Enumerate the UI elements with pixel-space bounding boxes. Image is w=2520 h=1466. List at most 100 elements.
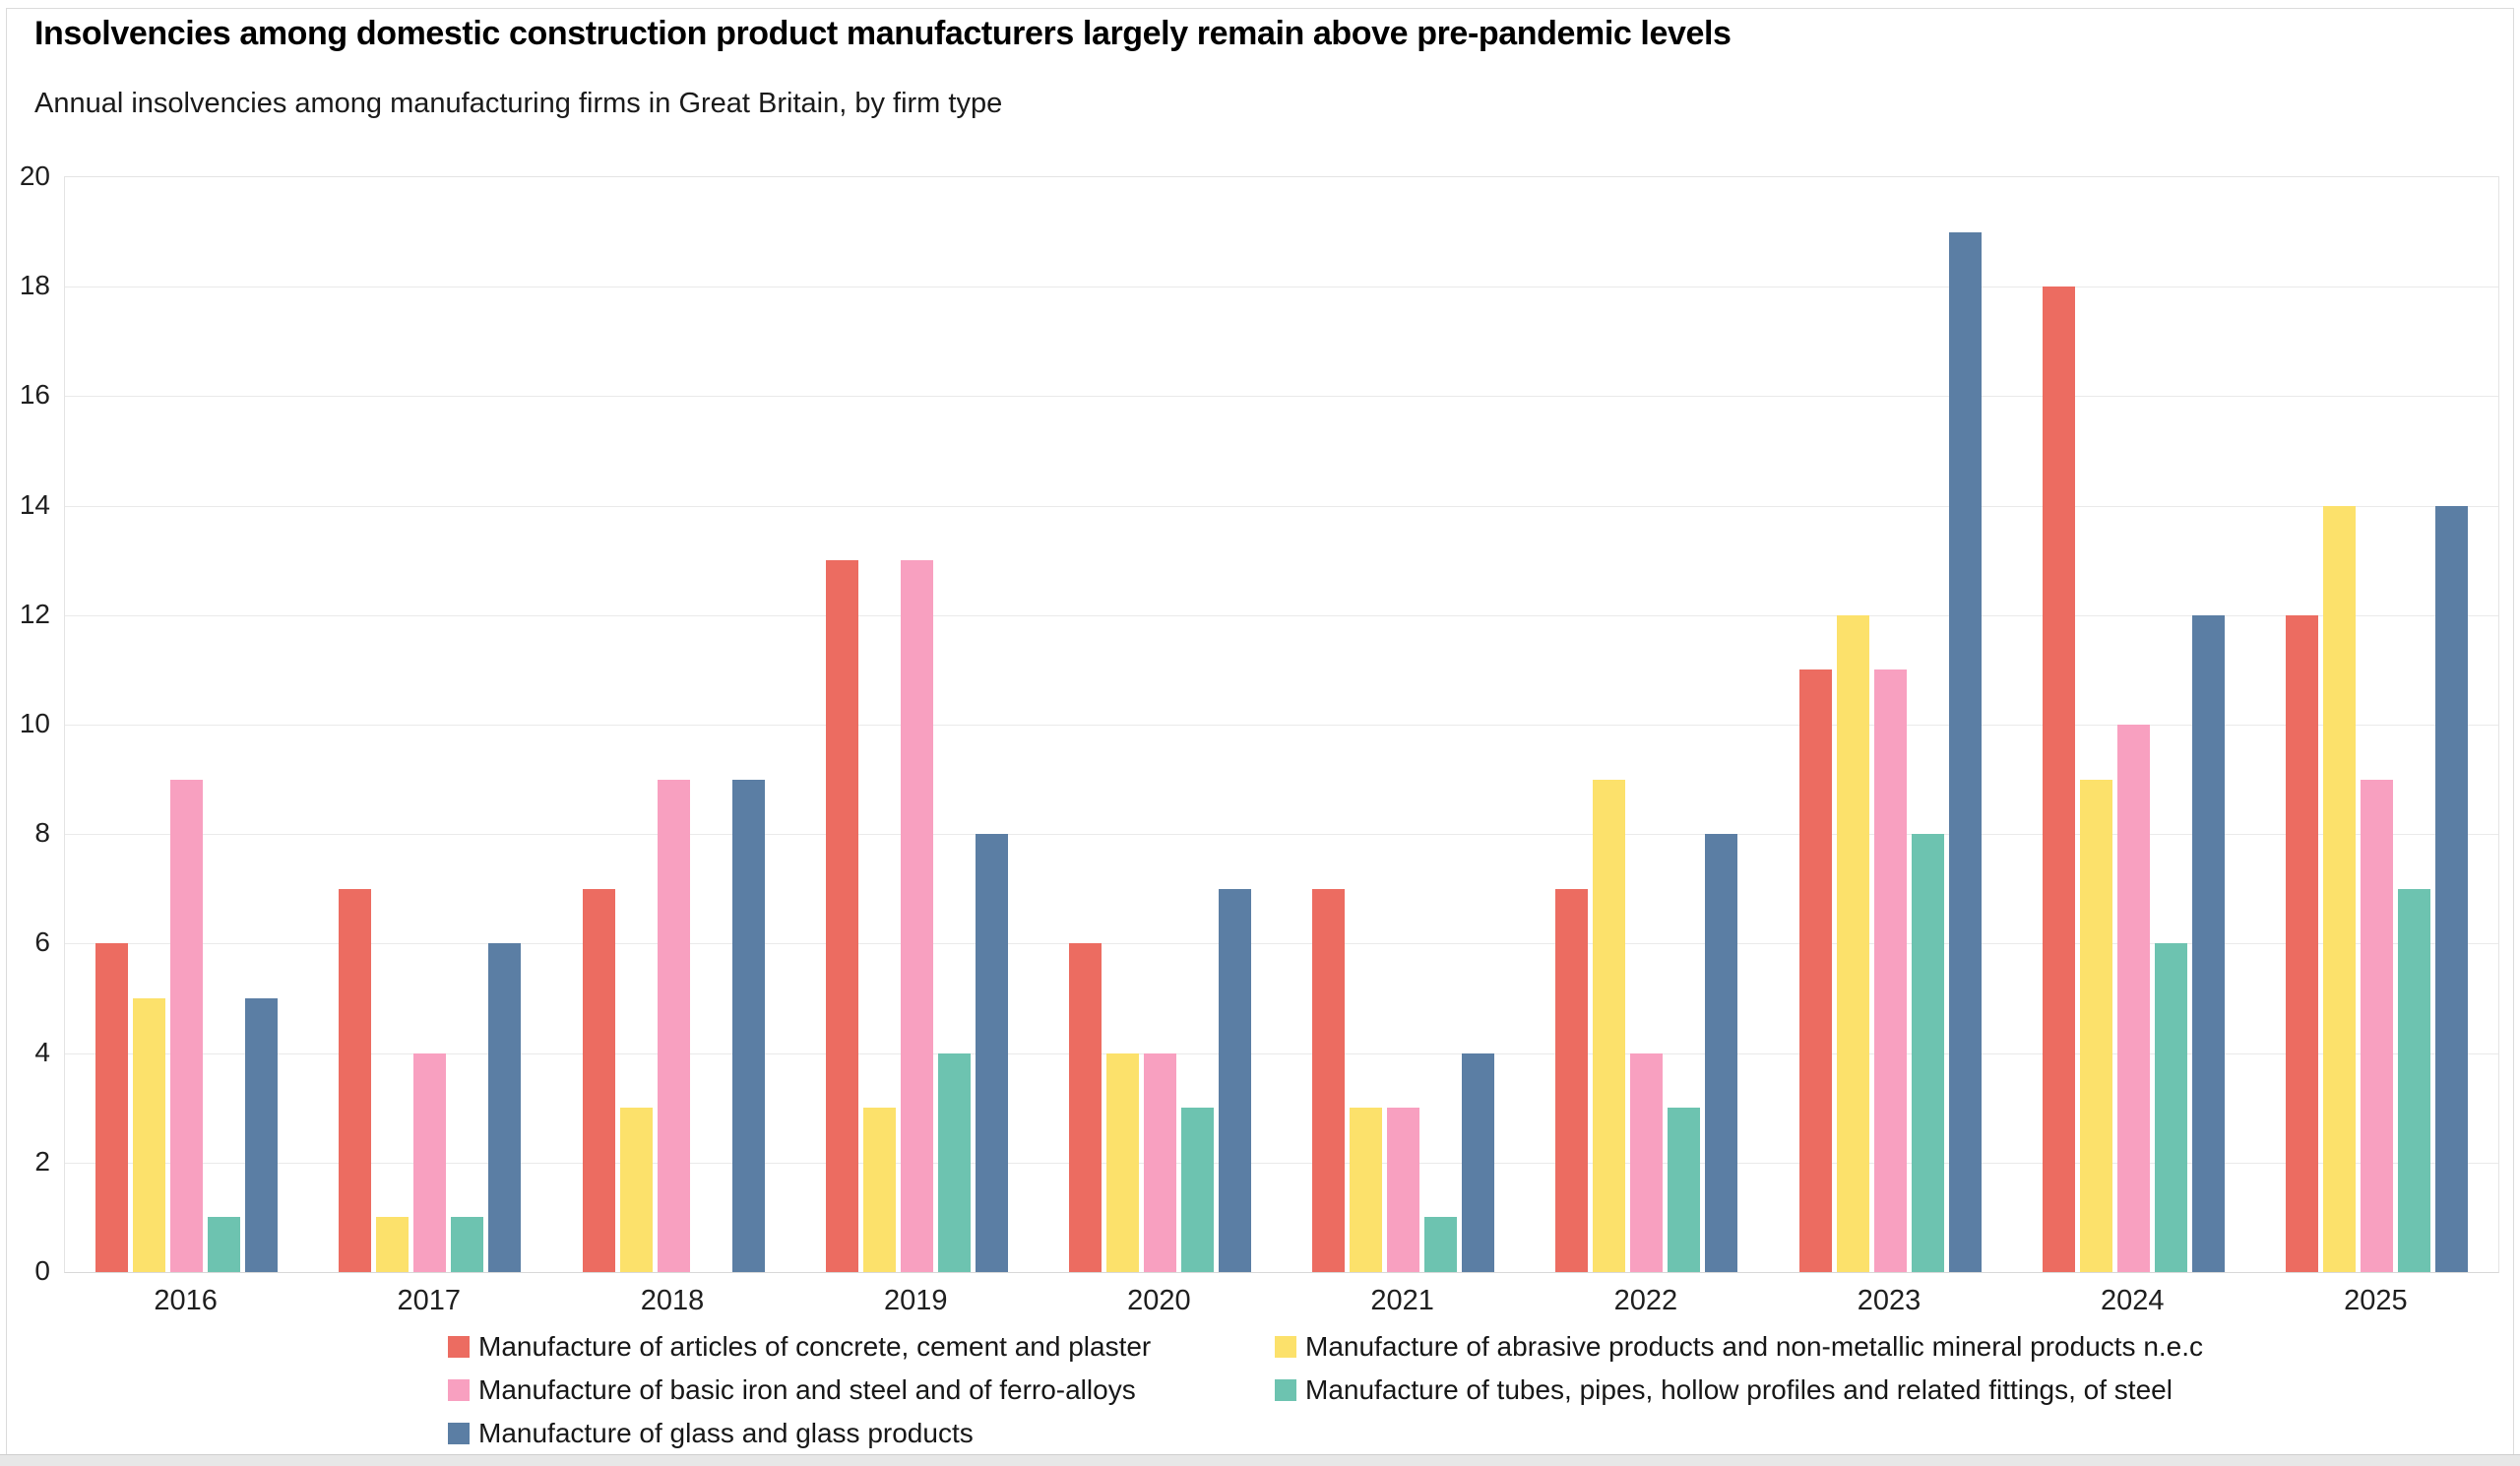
bar-2024-concrete-cement-plaster — [2042, 287, 2075, 1272]
y-tick-label-2: 2 — [34, 1145, 50, 1177]
x-axis: 2016 2017 2018 2019 2020 2021 2022 2023 2024 2025 — [64, 1285, 2497, 1317]
gridline-4 — [65, 1052, 2498, 1054]
bottom-scrollbar-track — [0, 1454, 2520, 1466]
bar-2024-tubes-pipes-fittings — [2154, 943, 2187, 1272]
bar-2020-tubes-pipes-fittings — [1180, 1108, 1214, 1272]
x-tick-label-2021: 2021 — [1370, 1285, 1434, 1316]
bar-2021-abrasive-non-metallic — [1350, 1108, 1383, 1272]
bar-group-2025 — [2255, 177, 2498, 1272]
y-tick-label-14: 14 — [19, 488, 50, 520]
bar-2016-basic-iron-steel — [170, 779, 204, 1272]
gridline-8 — [65, 834, 2498, 836]
plot-area — [64, 176, 2499, 1273]
x-tick-label-2022: 2022 — [1613, 1285, 1678, 1316]
x-tick-label-2024: 2024 — [2100, 1285, 2165, 1316]
bar-2018-basic-iron-steel — [657, 779, 690, 1272]
y-tick-label-10: 10 — [19, 708, 50, 738]
bar-2023-basic-iron-steel — [1873, 669, 1907, 1272]
legend-label-tubes-pipes-fittings: Manufacture of tubes, pipes, hollow prof… — [1305, 1374, 2173, 1405]
bar-group-2021 — [1282, 177, 1525, 1272]
bar-2023-abrasive-non-metallic — [1836, 614, 1869, 1272]
gridline-6 — [65, 943, 2498, 945]
legend-item-basic-iron-steel: Manufacture of basic iron and steel and … — [448, 1374, 1275, 1405]
bar-group-2018 — [551, 177, 794, 1272]
x-tick-label-2023: 2023 — [1857, 1285, 1922, 1316]
bar-2018-abrasive-non-metallic — [619, 1108, 653, 1272]
x-tick-label-2020: 2020 — [1127, 1285, 1191, 1316]
gridline-2 — [65, 1162, 2498, 1164]
legend-label-basic-iron-steel: Manufacture of basic iron and steel and … — [478, 1374, 1136, 1405]
bar-group-2023 — [1768, 177, 2011, 1272]
bar-2020-glass-products — [1218, 888, 1251, 1272]
bar-2019-abrasive-non-metallic — [862, 1108, 896, 1272]
bar-2017-glass-products — [488, 943, 522, 1272]
bar-2019-basic-iron-steel — [900, 560, 933, 1272]
x-tick-label-2016: 2016 — [154, 1285, 218, 1316]
gridline-10 — [65, 725, 2498, 726]
bar-groups — [65, 177, 2498, 1272]
bar-2025-concrete-cement-plaster — [2285, 614, 2318, 1272]
bar-2016-tubes-pipes-fittings — [208, 1217, 241, 1272]
legend-swatch-glass-products — [448, 1423, 470, 1444]
y-tick-label-4: 4 — [34, 1036, 50, 1067]
bar-group-2020 — [1039, 177, 1282, 1272]
y-tick-label-18: 18 — [19, 270, 50, 301]
bar-2022-tubes-pipes-fittings — [1668, 1108, 1701, 1272]
bar-2022-concrete-cement-plaster — [1555, 888, 1589, 1272]
bar-group-2016 — [65, 177, 308, 1272]
y-axis: 0 2 4 6 8 10 12 14 16 18 20 — [7, 160, 56, 1286]
bar-2017-basic-iron-steel — [413, 1052, 447, 1272]
gridline-16 — [65, 396, 2498, 398]
legend-swatch-abrasive-non-metallic — [1275, 1336, 1296, 1358]
legend-label-concrete-cement-plaster: Manufacture of articles of concrete, cem… — [478, 1331, 1152, 1362]
bar-2021-concrete-cement-plaster — [1312, 888, 1346, 1272]
bar-2025-glass-products — [2434, 505, 2468, 1272]
bar-2019-tubes-pipes-fittings — [937, 1052, 971, 1272]
y-tick-label-8: 8 — [34, 817, 50, 849]
bar-2024-basic-iron-steel — [2116, 725, 2150, 1272]
legend-swatch-basic-iron-steel — [448, 1379, 470, 1401]
y-tick-label-6: 6 — [34, 926, 50, 958]
bar-group-2017 — [308, 177, 551, 1272]
bar-2016-glass-products — [245, 998, 279, 1272]
bar-2023-concrete-cement-plaster — [1798, 669, 1832, 1272]
y-tick-label-0: 0 — [34, 1255, 50, 1286]
bar-2018-concrete-cement-plaster — [582, 888, 615, 1272]
bar-2017-concrete-cement-plaster — [339, 888, 372, 1272]
bar-group-2024 — [2012, 177, 2255, 1272]
bar-2020-abrasive-non-metallic — [1105, 1052, 1139, 1272]
bar-2025-basic-iron-steel — [2360, 779, 2393, 1272]
legend: Manufacture of articles of concrete, cem… — [448, 1331, 2204, 1448]
bar-2016-abrasive-non-metallic — [133, 998, 166, 1272]
legend-item-tubes-pipes-fittings: Manufacture of tubes, pipes, hollow prof… — [1275, 1374, 2203, 1405]
bar-2025-tubes-pipes-fittings — [2397, 888, 2430, 1272]
bar-2022-glass-products — [1705, 834, 1738, 1272]
bar-2022-abrasive-non-metallic — [1593, 779, 1626, 1272]
bar-2023-tubes-pipes-fittings — [1911, 834, 1944, 1272]
legend-item-concrete-cement-plaster: Manufacture of articles of concrete, cem… — [448, 1331, 1275, 1362]
y-tick-label-12: 12 — [19, 598, 50, 629]
bar-2024-glass-products — [2191, 614, 2225, 1272]
bar-2025-abrasive-non-metallic — [2322, 505, 2356, 1272]
bar-2020-concrete-cement-plaster — [1068, 943, 1102, 1272]
gridline-12 — [65, 614, 2498, 616]
chart-title: Insolvencies among domestic construction… — [34, 15, 1732, 52]
bar-2021-glass-products — [1462, 1052, 1495, 1272]
bar-2021-basic-iron-steel — [1387, 1108, 1420, 1272]
bar-2023-glass-products — [1948, 231, 1982, 1272]
bar-2024-abrasive-non-metallic — [2079, 779, 2112, 1272]
legend-swatch-concrete-cement-plaster — [448, 1336, 470, 1358]
x-tick-label-2017: 2017 — [397, 1285, 462, 1316]
legend-item-glass-products: Manufacture of glass and glass products — [448, 1418, 1275, 1448]
bar-2020-basic-iron-steel — [1143, 1052, 1176, 1272]
gridline-14 — [65, 505, 2498, 507]
bar-2021-tubes-pipes-fittings — [1424, 1217, 1458, 1272]
legend-item-abrasive-non-metallic: Manufacture of abrasive products and non… — [1275, 1331, 2204, 1362]
legend-label-abrasive-non-metallic: Manufacture of abrasive products and non… — [1305, 1331, 2204, 1362]
y-tick-label-20: 20 — [19, 160, 50, 191]
legend-label-glass-products: Manufacture of glass and glass products — [478, 1418, 974, 1448]
y-tick-label-16: 16 — [19, 379, 50, 411]
bar-2018-glass-products — [731, 779, 765, 1272]
chart-subtitle: Annual insolvencies among manufacturing … — [34, 88, 1003, 119]
bar-2017-tubes-pipes-fittings — [451, 1217, 484, 1272]
